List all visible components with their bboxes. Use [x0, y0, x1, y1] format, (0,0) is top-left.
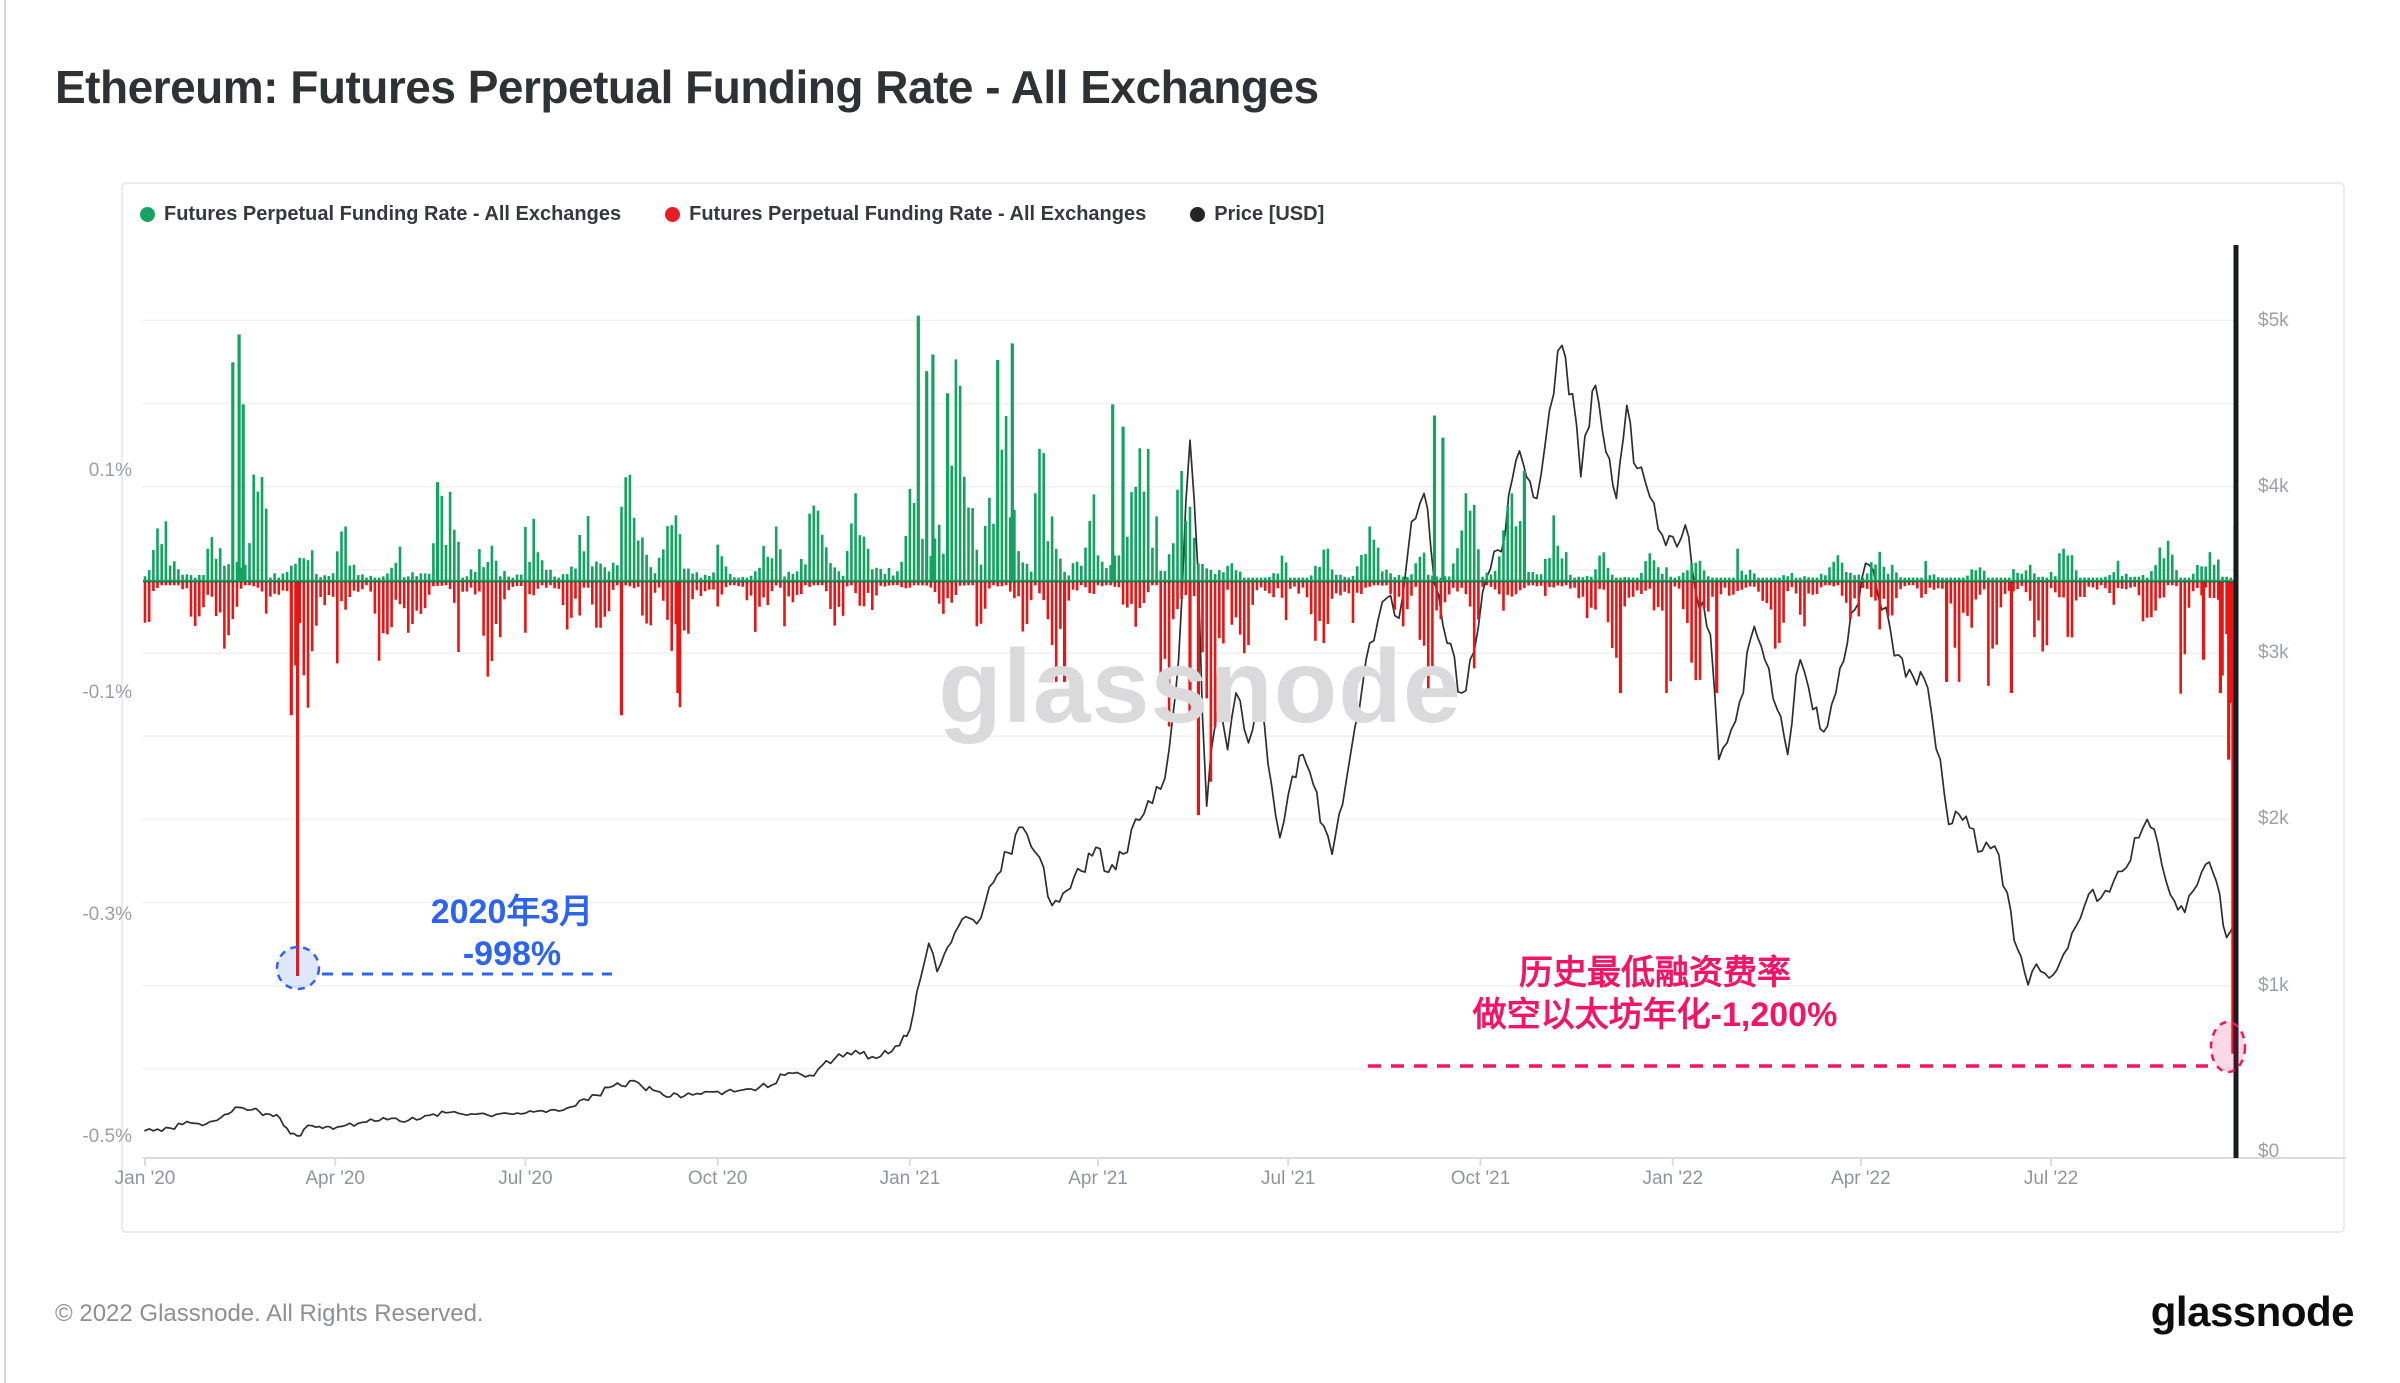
y-right-tick: $5k	[2258, 309, 2289, 331]
x-axis-tick: Jul '21	[1261, 1168, 1316, 1189]
window-left-border	[4, 0, 6, 1383]
y-right-tick: $3k	[2258, 642, 2289, 664]
legend-item-2[interactable]: Price [USD]	[1190, 203, 1324, 226]
annotation-pink-line1: 历史最低融资费率	[1519, 954, 1791, 992]
x-axis-tick: Apr '20	[305, 1168, 365, 1189]
annotation-pink-line2: 做空以太坊年化-1,200%	[1472, 996, 1838, 1034]
x-axis-tick: Jul '22	[2023, 1168, 2079, 1189]
legend-item-label: Futures Perpetual Funding Rate - All Exc…	[689, 203, 1147, 225]
chart-legend: Futures Perpetual Funding Rate - All Exc…	[140, 203, 1324, 226]
y-left-tick: -0.3%	[82, 904, 132, 925]
page-title: Ethereum: Futures Perpetual Funding Rate…	[55, 61, 1319, 113]
x-axis-tick: Jan '22	[1642, 1168, 1704, 1189]
x-axis-tick: Oct '20	[687, 1168, 748, 1189]
legend-dot-icon	[665, 207, 681, 222]
pink-dashed-ellipse	[2209, 1020, 2247, 1074]
y-right-tick: $4k	[2258, 475, 2289, 497]
y-right-tick: $2k	[2258, 808, 2289, 830]
legend-dot-icon	[1190, 207, 1206, 222]
y-right-tick: $1k	[2258, 974, 2289, 996]
copyright-text: © 2022 Glassnode. All Rights Reserved.	[55, 1300, 484, 1327]
x-axis-tick: Jan '21	[879, 1168, 941, 1189]
y-left-tick: 0.1%	[88, 460, 132, 481]
axis-lines	[143, 245, 2346, 1166]
x-axis-tick: Apr '21	[1068, 1168, 1128, 1189]
legend-item-label: Futures Perpetual Funding Rate - All Exc…	[164, 203, 622, 225]
blue-dashed-circle	[275, 945, 321, 991]
price-line-series	[144, 344, 2238, 1137]
x-axis-tick: Apr '22	[1831, 1168, 1891, 1189]
funding-rate-bars	[143, 315, 2237, 1054]
x-axis-tick: Jan '20	[114, 1168, 176, 1189]
annotation-lowest-funding-marker	[1368, 1020, 2247, 1074]
legend-item-0[interactable]: Futures Perpetual Funding Rate - All Exc…	[140, 203, 621, 226]
watermark: glassnode	[938, 629, 1462, 745]
legend-dot-icon	[140, 207, 155, 222]
annotation-blue-line2: -998%	[462, 935, 562, 973]
y-right-tick: $0	[2258, 1141, 2280, 1162]
x-axis-tick: Oct '21	[1450, 1168, 1511, 1189]
y-left-tick: -0.1%	[82, 682, 132, 703]
y-left-tick: -0.5%	[82, 1126, 132, 1147]
annotation-lowest-funding: 历史最低融资费率 做空以太坊年化-1,200%	[1405, 952, 1905, 1036]
annotation-blue-line1: 2020年3月	[430, 893, 594, 931]
x-axis-tick: Jul '20	[498, 1168, 553, 1189]
glassnode-logo[interactable]: glassnode	[2150, 1288, 2355, 1335]
annotation-march-2020-marker	[275, 945, 612, 991]
legend-item-label: Price [USD]	[1214, 203, 1325, 225]
legend-item-1[interactable]: Futures Perpetual Funding Rate - All Exc…	[665, 203, 1146, 226]
annotation-march-2020: 2020年3月 -998%	[352, 891, 672, 975]
